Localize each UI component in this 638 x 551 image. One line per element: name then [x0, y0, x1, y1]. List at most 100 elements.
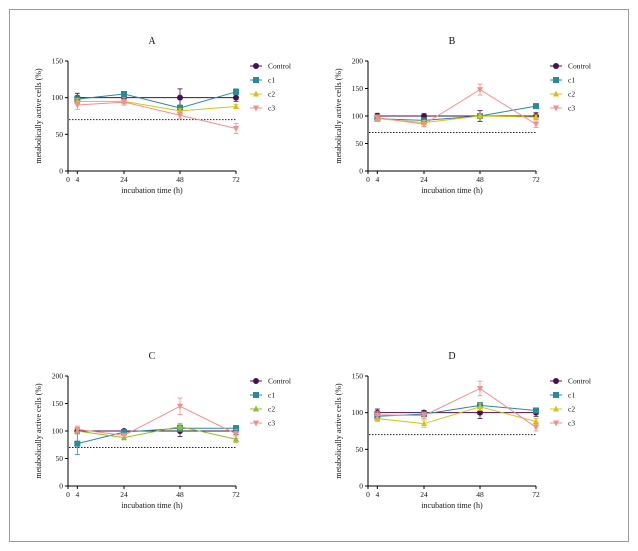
- data-point: [177, 423, 183, 430]
- legend-item-control: Control: [550, 62, 591, 71]
- y-tick-label: 100: [52, 93, 64, 102]
- data-point: [533, 424, 539, 431]
- data-point: [533, 121, 539, 128]
- y-tick-label: 0: [59, 167, 63, 176]
- y-tick-label: 100: [352, 408, 364, 417]
- legend-label: Control: [568, 62, 591, 71]
- x-tick-label: 72: [232, 175, 240, 184]
- series-line: [77, 426, 237, 440]
- y-axis-title: metabolically active cells (%): [334, 68, 343, 164]
- panel-title: C: [149, 351, 156, 362]
- legend-item-c1: c1: [550, 76, 575, 85]
- data-point: [121, 429, 127, 436]
- y-tick-label: 0: [359, 482, 363, 491]
- legend-label: c3: [568, 419, 575, 428]
- x-tick-label: 4: [75, 490, 79, 499]
- data-point: [421, 420, 427, 427]
- y-tick-label: 150: [52, 57, 64, 66]
- series-line: [377, 105, 537, 121]
- x-axis-title: incubation time (h): [121, 186, 183, 195]
- series-c3: [374, 83, 539, 128]
- data-point: [121, 91, 127, 97]
- legend-item-c2: c2: [250, 90, 275, 99]
- legend-label: Control: [268, 62, 291, 71]
- legend-label: c1: [568, 391, 575, 400]
- data-point: [74, 426, 81, 433]
- x-tick-label: 72: [532, 490, 540, 499]
- data-point: [477, 385, 483, 392]
- legend-label: c3: [268, 419, 275, 428]
- series-c1: [74, 424, 239, 456]
- x-tick-label: 72: [232, 490, 240, 499]
- data-point: [233, 102, 239, 109]
- data-point: [177, 107, 183, 114]
- x-tick-label: 24: [120, 490, 128, 499]
- legend-marker: [253, 392, 259, 398]
- data-point: [233, 435, 239, 442]
- series-c2: [374, 112, 539, 126]
- y-tick-label: 50: [56, 130, 64, 139]
- data-point: [533, 103, 539, 110]
- y-tick-label: 50: [356, 445, 364, 454]
- legend-marker: [253, 405, 259, 412]
- data-point: [121, 432, 127, 439]
- data-point: [477, 403, 483, 410]
- y-tick-label: 100: [52, 427, 64, 436]
- data-point: [421, 121, 427, 128]
- legend-item-control: Control: [250, 377, 291, 386]
- series-line: [77, 91, 237, 109]
- legend-label: c2: [568, 90, 575, 99]
- data-point: [233, 94, 239, 101]
- series-line: [77, 405, 237, 436]
- series-c1: [74, 88, 239, 112]
- data-point: [533, 417, 539, 424]
- legend-item-c3: c3: [250, 419, 275, 428]
- legend-marker: [553, 105, 559, 112]
- legend-marker: [253, 105, 259, 112]
- series-line: [77, 101, 237, 129]
- legend-item-c2: c2: [250, 405, 275, 414]
- data-point: [477, 409, 483, 416]
- y-tick-label: 100: [352, 112, 364, 121]
- x-tick-label: 0: [66, 490, 70, 499]
- legend-marker: [553, 63, 559, 69]
- legend-item-c1: c1: [250, 76, 275, 85]
- legend-label: Control: [268, 377, 291, 386]
- data-point: [74, 102, 81, 109]
- x-tick-label: 4: [375, 175, 379, 184]
- x-tick-label: 0: [366, 175, 370, 184]
- legend-item-c3: c3: [250, 104, 275, 113]
- x-tick-label: 48: [176, 175, 184, 184]
- x-axis-title: incubation time (h): [421, 186, 483, 195]
- data-point: [477, 87, 483, 94]
- y-tick-label: 150: [352, 84, 364, 93]
- data-point: [533, 407, 539, 414]
- legend-marker: [553, 378, 559, 384]
- data-point: [233, 431, 239, 438]
- series-c3: [374, 380, 539, 432]
- data-point: [477, 112, 483, 119]
- legend-item-c2: c2: [550, 405, 575, 414]
- y-tick-label: 200: [52, 372, 64, 381]
- legend-item-control: Control: [550, 377, 591, 386]
- legend-item-control: Control: [250, 62, 291, 71]
- legend-marker: [553, 77, 559, 83]
- legend-item-c3: c3: [550, 104, 575, 113]
- legend-marker: [253, 378, 259, 384]
- legend-label: c3: [268, 104, 275, 113]
- legend-marker: [253, 420, 259, 427]
- legend-label: c2: [268, 90, 275, 99]
- legend-item-c1: c1: [250, 391, 275, 400]
- x-tick-label: 72: [532, 175, 540, 184]
- y-tick-label: 150: [52, 399, 64, 408]
- x-tick-label: 48: [176, 490, 184, 499]
- x-tick-label: 4: [375, 490, 379, 499]
- series-line: [77, 427, 236, 445]
- data-point: [374, 412, 381, 419]
- legend-marker: [553, 90, 559, 97]
- series-c3: [74, 397, 239, 439]
- legend-label: c2: [268, 405, 275, 414]
- data-point: [374, 115, 381, 122]
- y-tick-label: 0: [59, 482, 63, 491]
